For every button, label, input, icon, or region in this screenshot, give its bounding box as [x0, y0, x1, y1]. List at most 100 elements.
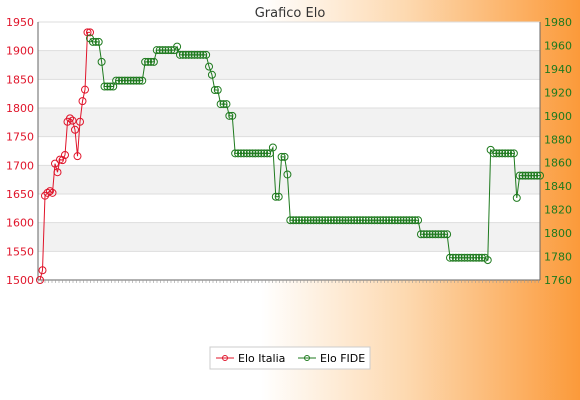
point-elo-fide: [106, 82, 115, 91]
right-tick-label: 1840: [544, 180, 572, 193]
point-elo-fide: [393, 216, 402, 225]
point-elo-fide: [213, 86, 222, 95]
point-elo-fide: [138, 76, 147, 85]
point-elo-fide: [228, 111, 237, 120]
point-elo-fide: [155, 46, 164, 55]
point-elo-italia: [68, 116, 77, 125]
point-elo-fide: [257, 149, 266, 158]
left-tick-label: 1900: [6, 45, 34, 58]
point-elo-italia: [71, 125, 79, 134]
axes: [37, 22, 541, 281]
point-elo-fide: [312, 216, 321, 225]
point-elo-fide: [399, 216, 408, 225]
point-elo-fide: [181, 50, 190, 59]
right-tick-label: 1780: [544, 251, 572, 264]
point-elo-fide: [431, 230, 440, 239]
point-elo-fide: [338, 216, 347, 225]
point-elo-fide: [475, 253, 484, 262]
point-elo-fide: [379, 216, 388, 225]
point-elo-fide: [97, 57, 106, 66]
point-elo-fide: [193, 50, 202, 59]
point-elo-fide: [297, 216, 306, 225]
point-elo-fide: [446, 253, 454, 262]
point-elo-fide: [271, 192, 280, 201]
point-elo-fide: [361, 216, 370, 225]
right-tick-label: 1800: [544, 227, 572, 240]
left-tick-label: 1500: [6, 274, 34, 287]
point-elo-fide: [216, 100, 225, 109]
point-elo-fide: [286, 216, 295, 225]
point-elo-fide: [132, 76, 141, 85]
point-elo-fide: [358, 216, 367, 225]
left-tick-label: 1600: [6, 217, 34, 230]
point-elo-fide: [489, 149, 498, 158]
point-elo-italia: [78, 97, 87, 106]
point-elo-fide: [202, 50, 211, 59]
point-elo-fide: [367, 216, 376, 225]
point-elo-fide: [448, 253, 457, 262]
point-elo-fide: [329, 216, 338, 225]
point-elo-fide: [245, 149, 254, 158]
right-tick-label: 1900: [544, 110, 572, 123]
point-elo-fide: [533, 171, 542, 180]
point-elo-fide: [167, 46, 176, 55]
point-elo-fide: [530, 171, 539, 180]
right-axis-ticks: 1760 1780 1800 1820 1840 1860 1880 1900 1920 1940…: [544, 16, 572, 287]
point-elo-fide: [434, 230, 443, 239]
point-elo-fide: [274, 192, 283, 201]
point-elo-fide: [135, 76, 144, 85]
point-elo-fide: [289, 216, 298, 225]
point-elo-italia: [81, 85, 89, 94]
point-elo-fide: [437, 230, 446, 239]
point-elo-fide: [454, 253, 463, 262]
point-elo-fide: [324, 216, 333, 225]
point-elo-fide: [457, 253, 466, 262]
point-elo-italia: [41, 191, 49, 200]
point-elo-fide: [414, 216, 423, 225]
point-elo-fide: [152, 46, 161, 55]
point-elo-fide: [234, 149, 243, 158]
point-elo-fide: [309, 216, 318, 225]
point-elo-fide: [492, 149, 501, 158]
point-elo-fide: [460, 253, 469, 262]
point-elo-fide: [506, 149, 515, 158]
point-elo-fide: [173, 42, 182, 51]
point-elo-fide: [141, 57, 150, 66]
legend-box: [209, 346, 371, 370]
point-elo-italia: [76, 117, 84, 126]
right-tick-label: 1880: [544, 133, 572, 146]
point-elo-fide: [176, 50, 184, 59]
point-elo-fide: [254, 149, 263, 158]
point-elo-fide: [515, 171, 524, 180]
point-elo-fide: [512, 193, 521, 202]
grid-band: [38, 50, 540, 80]
point-elo-fide: [332, 216, 341, 225]
point-elo-fide: [521, 171, 530, 180]
point-elo-fide: [425, 230, 434, 239]
point-elo-fide: [225, 111, 234, 120]
point-elo-fide: [129, 76, 138, 85]
point-elo-fide: [251, 149, 260, 158]
series-line-elo-italia: [39, 31, 90, 281]
point-elo-fide: [242, 149, 251, 158]
point-elo-fide: [146, 57, 155, 66]
point-elo-fide: [222, 100, 231, 109]
point-elo-fide: [263, 149, 272, 158]
right-tick-label: 1820: [544, 204, 572, 217]
legend-marker-italia: [222, 355, 228, 361]
point-elo-fide: [385, 216, 394, 225]
point-elo-fide: [199, 50, 208, 59]
point-elo-fide: [207, 70, 216, 79]
left-tick-label: 1700: [6, 159, 34, 172]
point-elo-italia: [58, 156, 67, 165]
left-tick-label: 1550: [6, 245, 34, 258]
point-elo-fide: [347, 216, 356, 225]
point-elo-fide: [126, 76, 135, 85]
point-elo-fide: [472, 253, 481, 262]
point-elo-italia: [46, 187, 54, 196]
point-elo-fide: [382, 216, 391, 225]
point-elo-fide: [190, 50, 199, 59]
right-tick-label: 1960: [544, 39, 572, 52]
point-elo-italia: [86, 28, 94, 37]
